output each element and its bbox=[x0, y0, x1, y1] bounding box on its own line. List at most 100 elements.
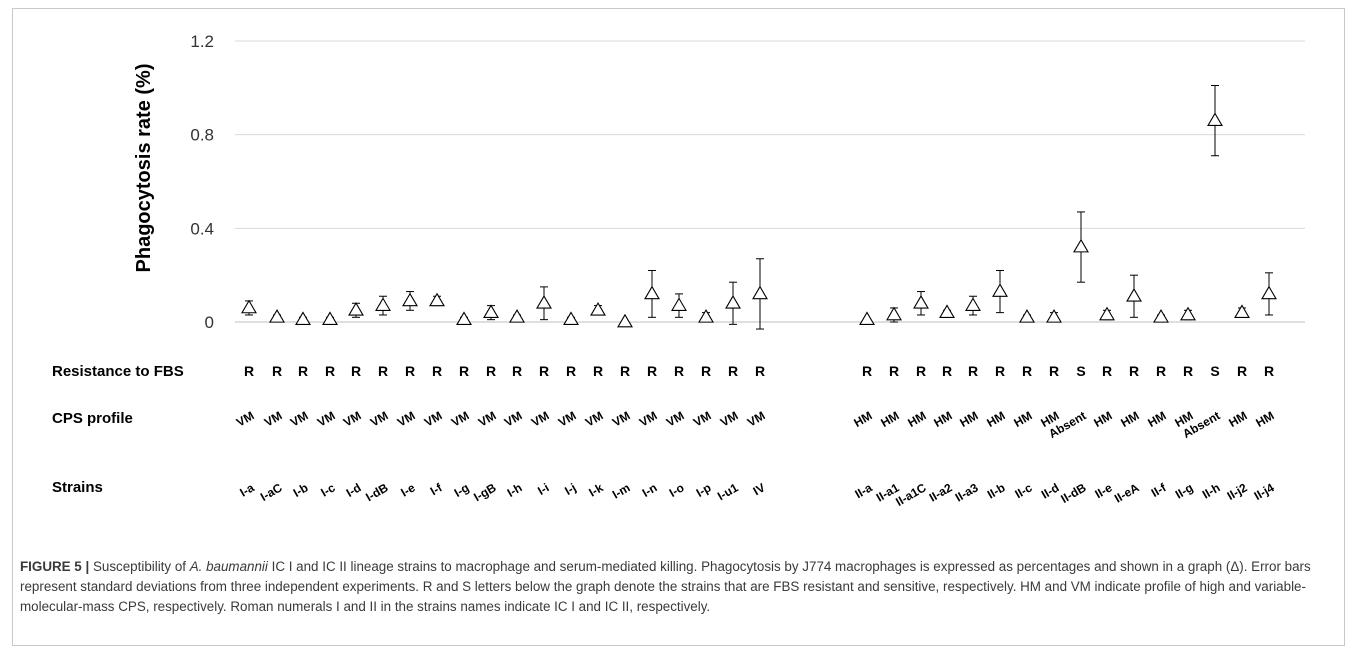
resistance-label: S bbox=[1076, 363, 1085, 379]
strain-label: II-a bbox=[852, 480, 874, 501]
cps-label: VM bbox=[288, 408, 311, 429]
data-point-triangle bbox=[1019, 309, 1035, 323]
cps-label: VM bbox=[234, 408, 257, 429]
resistance-label: R bbox=[1264, 363, 1274, 379]
resistance-label: R bbox=[620, 363, 630, 379]
caption-text-2: IC I and IC II lineage strains to macrop… bbox=[20, 559, 1311, 614]
data-point-triangle bbox=[509, 309, 525, 323]
caption-italic: A. baumannii bbox=[189, 559, 268, 574]
strain-label: I-p bbox=[694, 480, 714, 499]
data-point-triangle bbox=[348, 302, 364, 316]
data-point-triangle bbox=[1126, 287, 1142, 302]
data-point-triangle bbox=[671, 297, 687, 311]
category-rows: R VM I-a R VM I-aC R VM I-b R VM I-c R VM I-d R VM I-dB R V… bbox=[234, 363, 1277, 509]
resistance-label: R bbox=[593, 363, 603, 379]
resistance-label: R bbox=[728, 363, 738, 379]
resistance-label: R bbox=[647, 363, 657, 379]
caption-text-1: Susceptibility of bbox=[89, 559, 190, 574]
resistance-label: R bbox=[432, 363, 442, 379]
cps-label: HM bbox=[1118, 408, 1141, 429]
data-point-triangle bbox=[375, 297, 391, 311]
data-point-triangle bbox=[456, 311, 472, 326]
cps-label: VM bbox=[502, 408, 525, 429]
strain-label: I-e bbox=[398, 480, 417, 499]
strain-label: I-o bbox=[667, 480, 687, 499]
caption-label: FIGURE 5 | bbox=[20, 559, 90, 574]
resistance-label: R bbox=[272, 363, 282, 379]
strain-label: II-g bbox=[1173, 480, 1196, 501]
cps-label: HM bbox=[984, 408, 1007, 429]
data-point-triangle bbox=[1099, 306, 1115, 321]
cps-label: HM bbox=[957, 408, 980, 429]
data-point-triangle bbox=[1153, 309, 1169, 323]
cps-label: HM bbox=[1011, 408, 1034, 429]
resistance-label: R bbox=[325, 363, 335, 379]
cps-label: VM bbox=[691, 408, 714, 429]
cps-label: HM bbox=[851, 408, 874, 429]
data-point-triangle bbox=[322, 311, 338, 326]
data-point-triangle bbox=[590, 302, 606, 316]
resistance-label: R bbox=[298, 363, 308, 379]
strain-label: II-dB bbox=[1058, 480, 1088, 506]
cps-label: HM bbox=[931, 408, 954, 429]
resistance-label: R bbox=[995, 363, 1005, 379]
strain-label: II-eA bbox=[1112, 480, 1142, 505]
resistance-row-label: Resistance to FBS bbox=[52, 363, 184, 380]
resistance-label: R bbox=[889, 363, 899, 379]
cps-label: VM bbox=[583, 408, 606, 429]
data-point-triangle bbox=[1180, 306, 1196, 321]
cps-label: HM bbox=[905, 408, 928, 429]
strain-label: II-e bbox=[1092, 480, 1114, 501]
data-point-triangle bbox=[1073, 238, 1089, 253]
resistance-label: R bbox=[1022, 363, 1032, 379]
data-point-triangle bbox=[241, 299, 257, 314]
cps-label: VM bbox=[718, 408, 741, 429]
data-point-triangle bbox=[402, 292, 418, 307]
strain-label: II-h bbox=[1200, 480, 1223, 501]
strain-label: II-a1C bbox=[893, 480, 929, 509]
resistance-label: R bbox=[1156, 363, 1166, 379]
y-axis-label: Phagocytosis rate (%) bbox=[133, 64, 155, 273]
cps-label: VM bbox=[315, 408, 338, 429]
cps-row-label: CPS profile bbox=[52, 410, 133, 427]
data-marks bbox=[241, 84, 1277, 330]
strain-label: I-m bbox=[610, 480, 633, 501]
strain-label: I-k bbox=[586, 480, 605, 499]
y-tick-label: 0 bbox=[205, 313, 214, 332]
figure-caption: FIGURE 5 | Susceptibility of A. baumanni… bbox=[20, 557, 1338, 617]
resistance-label: R bbox=[512, 363, 522, 379]
resistance-label: R bbox=[701, 363, 711, 379]
resistance-label: R bbox=[755, 363, 765, 379]
resistance-label: R bbox=[916, 363, 926, 379]
resistance-label: R bbox=[1102, 363, 1112, 379]
strain-label: II-a2 bbox=[927, 480, 955, 504]
data-point-triangle bbox=[698, 309, 714, 323]
resistance-label: R bbox=[539, 363, 549, 379]
data-point-triangle bbox=[429, 292, 445, 307]
data-point-triangle bbox=[752, 285, 768, 300]
strain-label: II-c bbox=[1012, 480, 1034, 501]
data-point-triangle bbox=[992, 283, 1008, 297]
strain-label: I-aC bbox=[258, 480, 285, 504]
resistance-label: R bbox=[862, 363, 872, 379]
strain-label: I-c bbox=[318, 480, 337, 499]
strain-label: II-f bbox=[1149, 480, 1170, 500]
strain-label: II-d bbox=[1039, 480, 1062, 501]
resistance-label: R bbox=[405, 363, 415, 379]
data-point-triangle bbox=[859, 311, 875, 326]
strain-label: I-d bbox=[344, 480, 364, 499]
resistance-label: R bbox=[674, 363, 684, 379]
strain-label: I-u1 bbox=[715, 480, 741, 503]
strain-label: I-f bbox=[428, 480, 446, 498]
y-tick-label: 0.4 bbox=[190, 219, 214, 238]
data-point-triangle bbox=[644, 285, 660, 300]
data-point-triangle bbox=[563, 311, 579, 326]
cps-label: VM bbox=[556, 408, 579, 429]
resistance-label: R bbox=[942, 363, 952, 379]
data-point-triangle bbox=[913, 294, 929, 309]
figure-frame bbox=[12, 8, 1345, 646]
cps-label: VM bbox=[529, 408, 552, 429]
cps-label: VM bbox=[262, 408, 285, 429]
data-point-triangle bbox=[617, 313, 633, 328]
